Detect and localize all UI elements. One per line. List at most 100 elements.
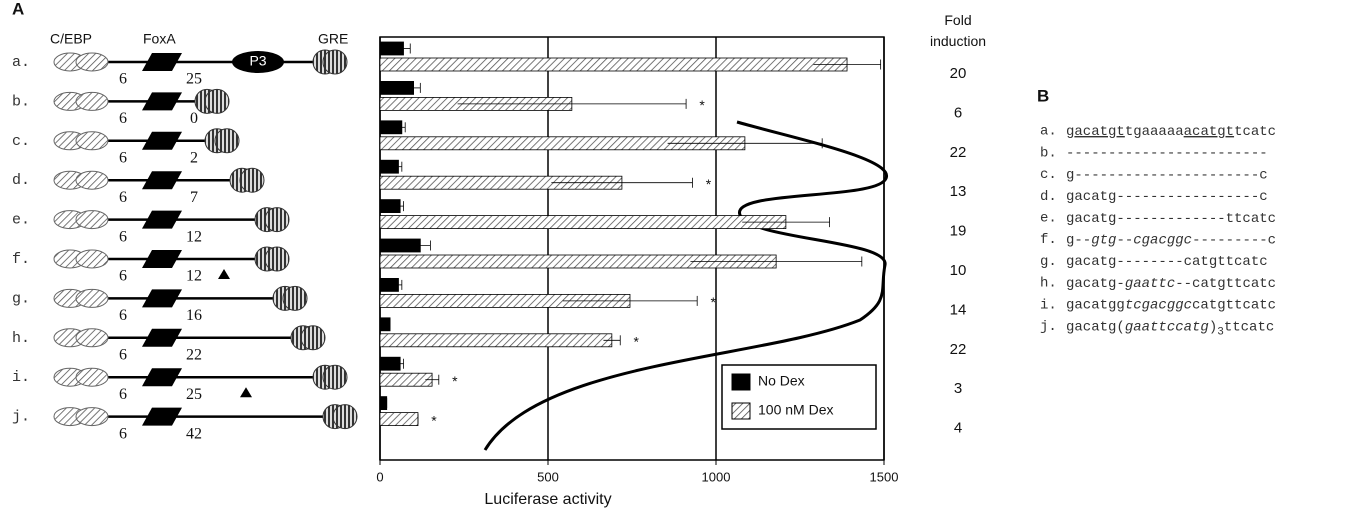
legend-label: 100 nM Dex [758,402,833,418]
gre-site [300,325,326,351]
gre-site [332,404,358,430]
sequence: gacatg-----------------c [1066,189,1268,205]
panel-label: B [1037,86,1049,105]
legend-label: No Dex [758,373,805,389]
bar [379,215,787,230]
gre-site [322,49,348,75]
sequence-segment: tcatc [1234,124,1276,140]
element-label: C/EBP [50,31,92,47]
foxa-site [142,250,182,268]
cebp-site [75,288,109,308]
sequence-label: c. [1040,167,1057,183]
sequence: gacatg(gaattccatg)3ttcatc [1066,319,1274,338]
cebp-site [75,52,109,72]
sequence-label: i. [1040,297,1057,313]
foxa-site [142,171,182,190]
legend-swatch [731,373,751,391]
row-label: d. [12,172,30,189]
sequence-segment: tgaaaaa [1125,124,1184,140]
sequence-label: e. [1040,211,1057,227]
sequence-segment: ------------------------ [1066,145,1268,161]
fold-title: Fold induction [929,12,987,49]
row-label: c. [12,133,30,150]
significance-mark: * [634,334,640,350]
sequence-segment: --catgttcatc [1175,276,1276,292]
sequence-segment: gacatg-----------------c [1066,189,1268,205]
sequence-label: d. [1040,189,1057,205]
sequence: gacatg-------------ttcatc [1066,211,1276,227]
fold-induction: 20 [950,65,967,82]
spacer-label: 0 [190,110,198,127]
sequence-segment: gaattccatg [1125,319,1209,335]
row-label: f. [12,251,30,268]
cebp-site [75,407,109,427]
spacer-label: 6 [119,189,127,206]
sequence-segment: gacatgg [1066,297,1125,313]
sequence: gacatgttgaaaaaacatgttcatc [1066,124,1276,140]
row-label: g. [12,290,30,307]
gre-site [322,364,348,390]
fold-induction: 22 [950,341,967,358]
sequence: gacatggtcgacggccatgttcatc [1066,297,1276,313]
x-tick-label: 1500 [870,469,899,484]
bar [379,57,848,72]
foxa-site [142,368,182,387]
cebp-site [75,170,109,190]
sequence: g----------------------c [1066,167,1268,183]
spacer-label: 25 [186,386,202,403]
foxa-site [142,289,182,308]
fold-induction: 10 [950,262,967,279]
spacer-label: 6 [119,307,127,324]
sequence-segment: g-- [1066,232,1091,248]
cebp-site [75,249,109,269]
row-label: b. [12,93,30,110]
sequence-segment: tcgacggc [1125,297,1192,313]
fold-induction: 6 [954,104,962,121]
x-tick-label: 0 [376,469,383,484]
sequence-segment: gtg [1091,232,1116,248]
spacer-label: 6 [119,425,127,442]
sequence-segment: ttcatc [1224,319,1274,335]
sequence-segment: gaattc [1125,276,1175,292]
cebp-site [75,367,109,387]
bar [379,333,613,348]
spacer-label: 6 [119,346,127,363]
mutation-marker [240,387,252,398]
gre-site [282,285,308,311]
spacer-label: 6 [119,228,127,245]
sequence: ------------------------ [1066,145,1268,161]
spacer-label: 2 [190,149,198,166]
bar [379,396,388,411]
cebp-site [75,131,109,151]
legend-swatch [731,402,751,420]
sequence-segment: g----------------------c [1066,167,1268,183]
foxa-site [142,131,182,150]
overlay-curve [483,120,889,451]
foxa-site [142,407,182,426]
spacer-label: 22 [186,346,202,363]
sequence-segment: 3 [1217,326,1224,338]
sequence-segment: catgttcatc [1192,297,1276,313]
spacer-label: 12 [186,268,202,285]
gre-site [214,128,240,154]
element-label: GRE [318,31,348,47]
foxa-site [142,210,182,229]
sequence-segment: acatgt [1184,124,1234,140]
spacer-label: 12 [186,228,202,245]
sequence-segment: ---------c [1192,232,1276,248]
spacer-label: 6 [119,149,127,166]
gre-site [204,88,230,114]
row-label: h. [12,330,30,347]
sequence-segment: acatgt [1074,124,1124,140]
fold-induction: 4 [954,420,962,437]
fold-induction: 22 [950,144,967,161]
x-tick-label: 1000 [702,469,731,484]
gre-site [264,246,290,272]
sequence: gacatg-gaattc--catgttcatc [1066,276,1276,292]
element-label: FoxA [143,31,176,47]
foxa-site [142,92,182,111]
row-label: a. [12,54,30,71]
x-axis-label: Luciferase activity [484,491,611,508]
